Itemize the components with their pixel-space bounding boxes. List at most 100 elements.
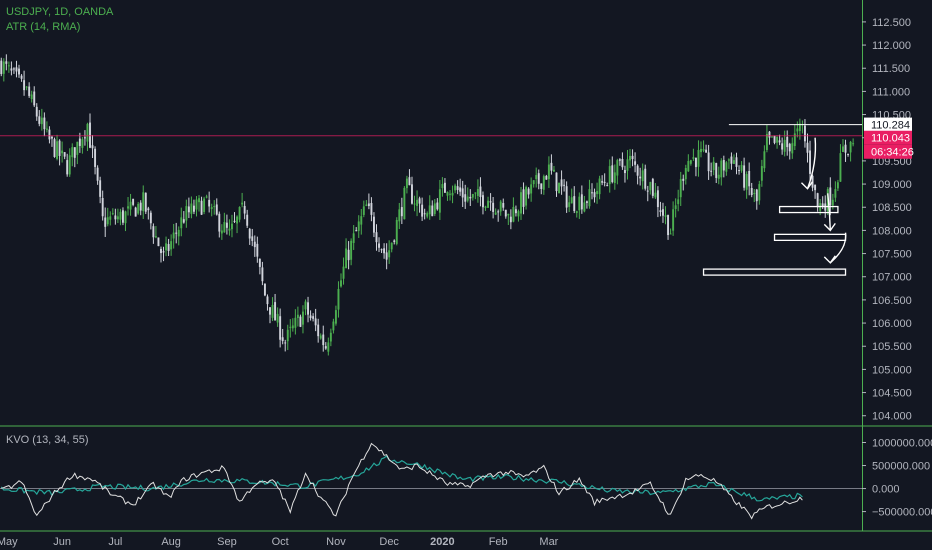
oscillator-pane[interactable] [0,442,862,520]
candle-body[interactable] [717,174,720,179]
candle-body[interactable] [213,206,216,208]
candle-body[interactable] [160,248,162,254]
candle-body[interactable] [664,215,667,217]
candle-body[interactable] [715,163,718,178]
candle-body[interactable] [608,166,611,185]
candle-body[interactable] [530,184,533,194]
candle-body[interactable] [347,249,350,261]
candle-body[interactable] [545,175,548,180]
candle-body[interactable] [372,216,375,233]
candle-body[interactable] [43,117,46,130]
candle-body[interactable] [527,188,530,195]
candle-body[interactable] [646,190,649,192]
candle-body[interactable] [0,60,3,75]
candle-body[interactable] [139,202,142,211]
candle-body[interactable] [494,212,497,215]
candle-body[interactable] [101,197,104,217]
candle-body[interactable] [367,203,370,207]
candle-body[interactable] [758,184,761,201]
candle-body[interactable] [573,196,576,212]
candle-body[interactable] [266,296,269,305]
candle-body[interactable] [738,170,741,172]
candle-body[interactable] [667,215,670,236]
candle-body[interactable] [231,223,233,230]
candle-body[interactable] [849,141,852,153]
candle-body[interactable] [760,166,763,181]
candle-body[interactable] [469,196,472,199]
candle-body[interactable] [149,212,152,224]
candle-body[interactable] [722,159,725,171]
candle-body[interactable] [281,337,284,342]
candle-body[interactable] [299,316,302,327]
candle-body[interactable] [431,205,434,217]
candle-body[interactable] [58,140,61,157]
candle-body[interactable] [243,205,246,214]
candle-body[interactable] [702,149,705,151]
candle-body[interactable] [124,211,127,224]
price-pane[interactable] [0,54,862,356]
candle-body[interactable] [482,195,484,208]
candle-body[interactable] [380,249,383,251]
candle-body[interactable] [441,184,444,189]
candle-body[interactable] [154,236,157,238]
candle-body[interactable] [504,209,507,217]
candle-body[interactable] [426,213,429,217]
candle-body[interactable] [778,140,781,143]
candle-body[interactable] [502,203,505,208]
candle-body[interactable] [836,182,839,189]
candle-body[interactable] [170,241,173,250]
candle-body[interactable] [45,128,48,130]
candle-body[interactable] [753,192,756,195]
kvo-line[interactable] [1,442,803,520]
candle-body[interactable] [443,182,446,193]
candle-body[interactable] [403,187,406,220]
candle-body[interactable] [730,156,733,164]
candle-body[interactable] [144,192,147,212]
candle-body[interactable] [383,248,386,254]
candle-body[interactable] [157,237,160,247]
candle-body[interactable] [2,61,5,74]
candle-body[interactable] [550,162,553,171]
candle-body[interactable] [656,190,659,208]
candle-body[interactable] [803,125,806,142]
candle-body[interactable] [109,216,112,220]
candle-body[interactable] [251,236,254,241]
candle-body[interactable] [416,199,419,206]
candle-body[interactable] [312,316,315,319]
candle-body[interactable] [114,215,117,220]
candle-body[interactable] [190,203,193,214]
candle-body[interactable] [763,151,766,169]
candle-body[interactable] [96,167,99,181]
candle-body[interactable] [104,217,107,227]
candle-body[interactable] [20,75,23,79]
candle-body[interactable] [223,222,226,233]
candle-body[interactable] [342,266,345,279]
candle-body[interactable] [238,207,241,220]
candle-body[interactable] [613,172,616,184]
candle-body[interactable] [182,219,185,223]
candle-body[interactable] [304,301,307,310]
candle-body[interactable] [198,198,200,203]
candle-body[interactable] [535,175,538,180]
candle-body[interactable] [423,213,426,215]
high-price-badge[interactable]: 110.284 [864,117,912,132]
candle-body[interactable] [33,91,36,106]
candle-body[interactable] [583,202,586,212]
candle-body[interactable] [5,61,8,64]
candle-body[interactable] [834,189,837,198]
candle-body[interactable] [172,232,175,239]
candle-body[interactable] [203,198,206,212]
candle-body[interactable] [700,148,702,153]
candle-body[interactable] [119,211,122,220]
candle-body[interactable] [786,136,789,148]
candle-body[interactable] [755,189,758,202]
candle-body[interactable] [355,230,358,232]
candle-body[interactable] [241,202,244,205]
candle-body[interactable] [147,208,150,211]
candle-body[interactable] [674,205,677,209]
candle-body[interactable] [735,157,738,167]
candle-body[interactable] [464,194,467,202]
candle-body[interactable] [654,192,657,198]
drawing-zones[interactable] [702,124,862,276]
candle-body[interactable] [111,213,114,215]
